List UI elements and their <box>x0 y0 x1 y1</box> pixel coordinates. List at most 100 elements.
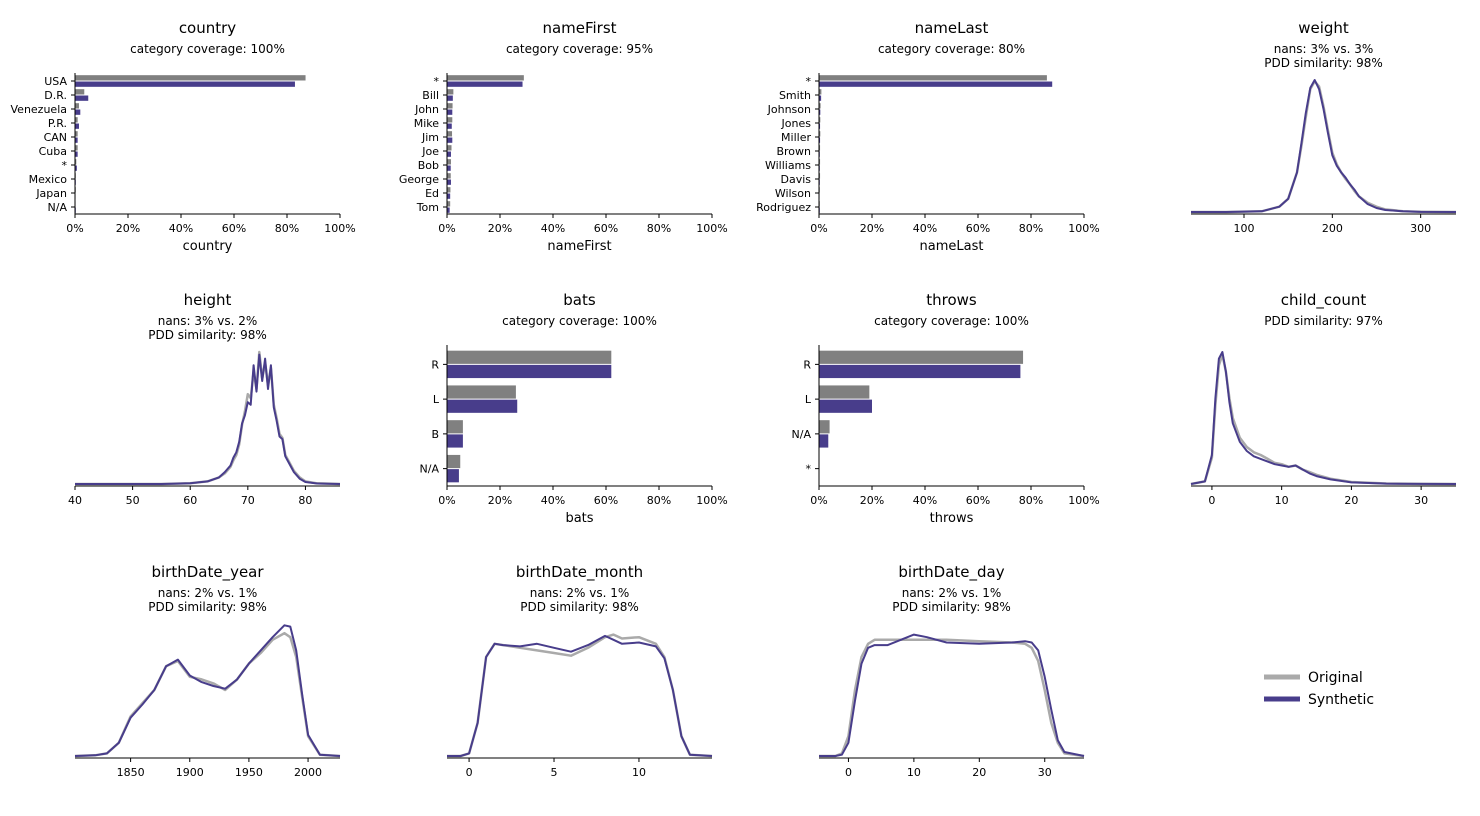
bar-original <box>75 145 78 151</box>
bar-original <box>447 385 516 399</box>
bar-synthetic <box>75 109 81 115</box>
y-tick-label: Smith <box>779 89 811 102</box>
y-tick-label: Mexico <box>29 173 68 186</box>
bar-original <box>819 173 821 179</box>
x-tick-label: 60% <box>594 222 618 235</box>
y-tick-label: Williams <box>765 159 811 172</box>
y-tick-label: Davis <box>780 173 811 186</box>
y-tick-label: Brown <box>776 145 811 158</box>
y-tick-label: R <box>431 358 439 371</box>
x-tick-label: 40% <box>541 494 565 507</box>
legend: Original Synthetic <box>1264 670 1374 708</box>
panel-subtitle: category coverage: 100% <box>874 314 1029 328</box>
bar-original <box>447 75 524 81</box>
x-tick-label: 100% <box>696 494 727 507</box>
x-tick-label: 0 <box>466 766 473 779</box>
y-tick-label: Ed <box>425 187 439 200</box>
y-tick-label: John <box>414 103 439 116</box>
bar-synthetic <box>75 165 77 171</box>
x-tick-label: 2000 <box>294 766 322 779</box>
panel-subtitle: nans: 3% vs. 3% <box>1274 42 1374 56</box>
x-tick-label: 100% <box>1068 222 1099 235</box>
x-tick-label: 80 <box>298 494 312 507</box>
y-tick-label: Venezuela <box>11 103 68 116</box>
y-tick-label: P.R. <box>48 117 67 130</box>
y-tick-label: Mike <box>414 117 440 130</box>
y-tick-label: * <box>806 463 812 476</box>
panel-height: height nans: 3% vs. 2%PDD similarity: 98%… <box>68 291 341 507</box>
y-tick-label: B <box>431 428 439 441</box>
x-tick-label: 40% <box>541 222 565 235</box>
bar-synthetic <box>819 399 872 413</box>
bar-synthetic <box>75 81 295 87</box>
line-original <box>1191 80 1457 214</box>
x-tick-label: 0% <box>438 222 455 235</box>
panel-title: country <box>179 19 236 37</box>
y-tick-label: Rodriguez <box>756 201 811 214</box>
y-tick-label: Cuba <box>39 145 67 158</box>
x-tick-label: 0 <box>1208 494 1215 507</box>
bar-original <box>75 89 85 95</box>
line-original <box>75 350 341 486</box>
panel-subtitle: PDD similarity: 98% <box>148 328 267 342</box>
x-tick-label: 20% <box>116 222 140 235</box>
panel-title: child_count <box>1281 291 1367 310</box>
bar-synthetic <box>447 123 452 129</box>
x-tick-label: 5 <box>551 766 558 779</box>
bar-original <box>447 350 612 364</box>
x-tick-label: 100 <box>1234 222 1255 235</box>
x-tick-label: 60% <box>966 494 990 507</box>
y-tick-label: Jim <box>421 131 439 144</box>
bar-synthetic <box>447 165 451 171</box>
bar-synthetic <box>447 81 523 87</box>
bar-original <box>819 385 870 399</box>
bar-synthetic <box>447 151 451 157</box>
legend-synthetic-label: Synthetic <box>1308 692 1374 708</box>
bar-original <box>447 131 453 137</box>
panel-title: throws <box>926 291 977 309</box>
panel-title: bats <box>563 291 596 309</box>
bar-synthetic <box>447 109 453 115</box>
x-axis-label: bats <box>565 511 593 526</box>
x-tick-label: 20% <box>860 494 884 507</box>
x-tick-label: 1900 <box>176 766 204 779</box>
bar-original <box>447 103 453 109</box>
y-tick-label: Miller <box>781 131 811 144</box>
line-original <box>447 633 713 758</box>
bar-original <box>819 131 821 137</box>
line-original <box>819 638 1085 758</box>
panel-subtitle: category coverage: 100% <box>502 314 657 328</box>
panel-title: birthDate_year <box>151 563 264 582</box>
x-tick-label: 100% <box>324 222 355 235</box>
panel-nameFirst: nameFirst category coverage: 95% *BillJohn… <box>399 19 728 254</box>
y-tick-label: * <box>62 159 68 172</box>
bar-original <box>819 117 821 123</box>
bar-original <box>447 187 451 193</box>
bar-synthetic <box>75 137 78 143</box>
y-tick-label: N/A <box>792 428 812 441</box>
x-tick-label: 100% <box>696 222 727 235</box>
bar-original <box>447 89 454 95</box>
bar-original <box>819 75 1047 81</box>
bar-original <box>447 454 461 469</box>
panel-subtitle: PDD similarity: 98% <box>892 600 1011 614</box>
bar-original <box>75 103 79 109</box>
panel-subtitle: nans: 3% vs. 2% <box>158 314 258 328</box>
x-tick-label: 20% <box>860 222 884 235</box>
x-tick-label: 100% <box>1068 494 1099 507</box>
x-tick-label: 0 <box>845 766 852 779</box>
bar-original <box>819 350 1024 364</box>
x-tick-label: 40% <box>169 222 193 235</box>
bar-original <box>75 131 78 137</box>
x-tick-label: 80% <box>1019 222 1043 235</box>
bar-original <box>447 159 451 165</box>
panel-subtitle: PDD similarity: 97% <box>1264 314 1383 328</box>
x-tick-label: 40% <box>913 494 937 507</box>
y-tick-label: D.R. <box>44 89 67 102</box>
panel-subtitle: nans: 2% vs. 1% <box>902 586 1002 600</box>
bar-synthetic <box>819 81 1053 87</box>
x-tick-label: 40 <box>68 494 82 507</box>
y-tick-label: Bob <box>418 159 439 172</box>
bar-original <box>819 159 821 165</box>
